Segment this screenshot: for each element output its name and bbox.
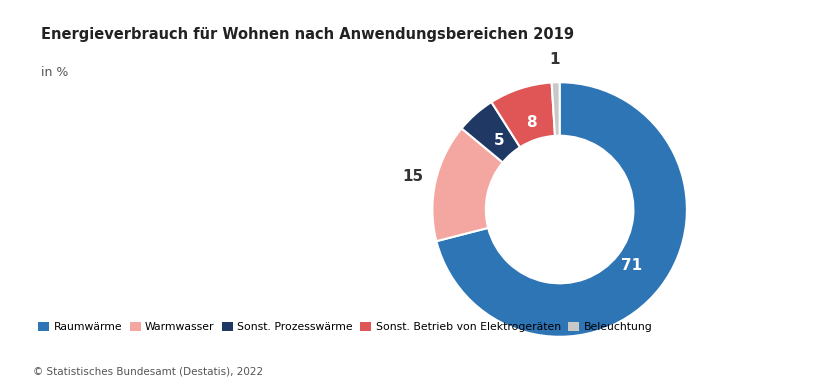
Wedge shape (432, 128, 503, 241)
Text: 71: 71 (621, 258, 643, 273)
Wedge shape (436, 82, 687, 337)
Wedge shape (551, 82, 560, 136)
Text: in %: in % (41, 66, 68, 79)
Text: Energieverbrauch für Wohnen nach Anwendungsbereichen 2019: Energieverbrauch für Wohnen nach Anwendu… (41, 27, 574, 42)
Wedge shape (462, 102, 520, 163)
Text: 1: 1 (550, 52, 560, 67)
Wedge shape (491, 83, 555, 147)
Text: 8: 8 (526, 115, 537, 130)
Legend: Raumwärme, Warmwasser, Sonst. Prozesswärme, Sonst. Betrieb von Elektrogeräten, B: Raumwärme, Warmwasser, Sonst. Prozesswär… (39, 322, 652, 332)
Text: 5: 5 (494, 133, 504, 148)
Text: 15: 15 (402, 169, 424, 184)
Text: © Statistisches Bundesamt (Destatis), 2022: © Statistisches Bundesamt (Destatis), 20… (33, 366, 263, 376)
